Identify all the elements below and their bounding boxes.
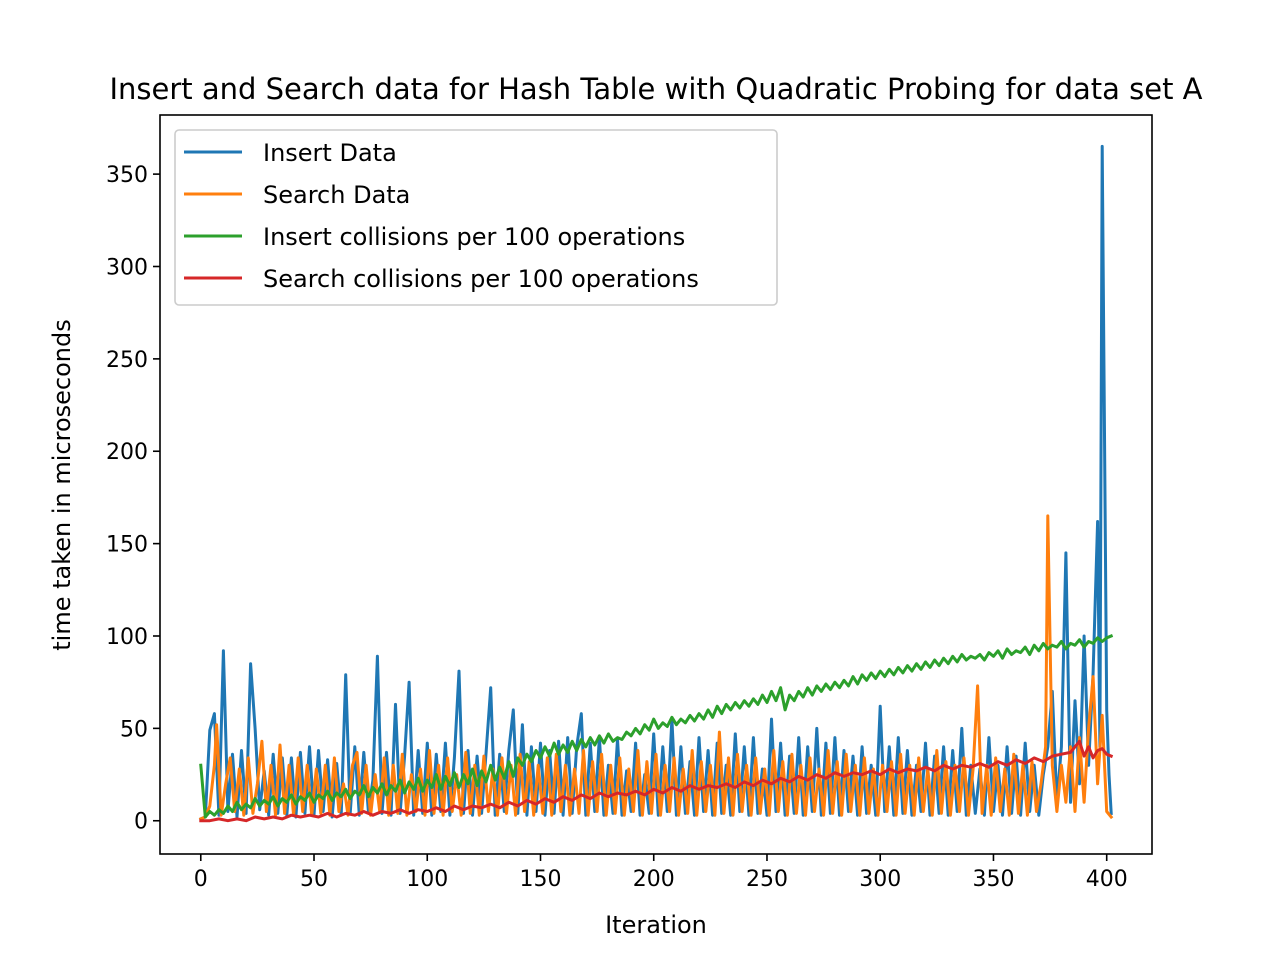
y-axis: 0 50 100 150 200 250 300 350 [106,163,160,835]
x-tick-label: 200 [633,867,675,892]
x-tick-label: 50 [300,867,328,892]
legend-frame [174,129,778,306]
x-tick-label: 350 [972,867,1014,892]
y-tick-label: 50 [120,717,148,742]
x-tick-label: 150 [519,867,561,892]
x-tick-label: 250 [746,867,788,892]
y-tick-label: 100 [106,625,148,650]
y-tick-label: 350 [106,163,148,188]
chart-title: Insert and Search data for Hash Table wi… [109,72,1202,106]
y-tick-label: 250 [106,348,148,373]
legend-label-4: Search collisions per 100 operations [263,265,699,293]
legend-label-3: Insert collisions per 100 operations [263,223,685,251]
legend: Insert Data Search Data Insert collisions … [174,129,778,306]
x-tick-label: 300 [859,867,901,892]
legend-label-1: Insert Data [263,139,397,167]
x-tick-label: 100 [406,867,448,892]
plot-area-frame [159,114,1153,855]
series-line-4 [199,739,1114,823]
series-line-2 [198,514,1114,821]
x-tick-label: 400 [1086,867,1128,892]
y-tick-label: 200 [106,440,148,465]
series-line-3 [199,634,1114,819]
x-axis: 0 50 100 150 200 250 300 350 400 [194,854,1128,892]
x-axis-label: Iteration [605,911,707,939]
y-tick-label: 150 [106,533,148,558]
legend-label-2: Search Data [263,181,410,209]
series-layer [198,144,1114,823]
x-tick-label: 0 [194,867,208,892]
y-tick-label: 0 [134,810,148,835]
y-tick-label: 300 [106,255,148,280]
y-axis-label: time taken in microseconds [48,319,76,651]
